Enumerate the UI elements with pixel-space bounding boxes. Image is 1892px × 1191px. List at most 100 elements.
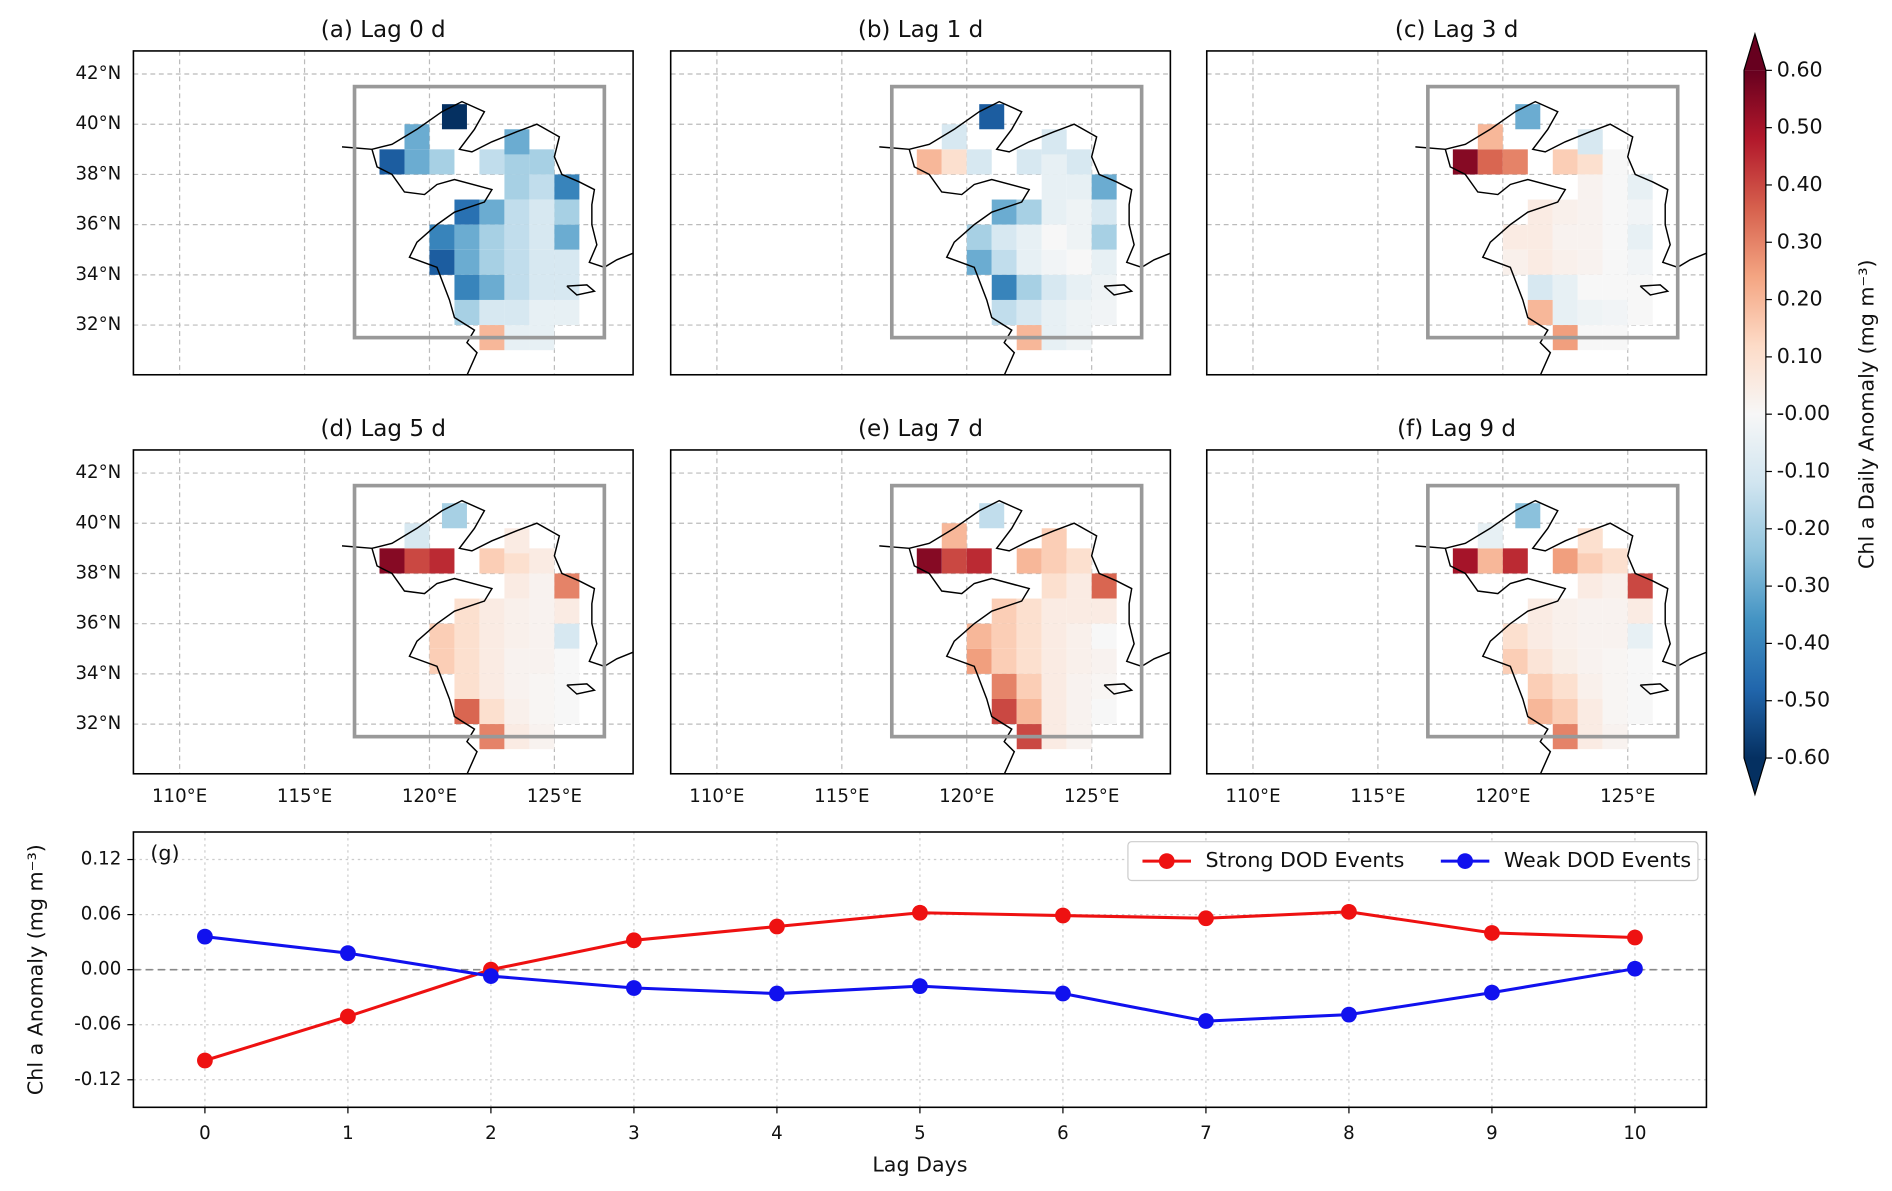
series-point <box>197 1052 213 1069</box>
y-tick-label: -0.06 <box>74 1014 121 1035</box>
anomaly-cell <box>991 299 1017 326</box>
anomaly-cell <box>529 673 555 699</box>
anomaly-cell <box>454 274 480 300</box>
anomaly-cell <box>1577 249 1603 275</box>
series-point <box>1627 960 1643 977</box>
anomaly-cell <box>1041 648 1067 674</box>
panel-title: (b) Lag 1 d <box>858 17 983 43</box>
anomaly-cell <box>966 548 992 574</box>
legend-box <box>1127 841 1699 882</box>
anomaly-cell <box>1041 274 1067 300</box>
anomaly-cell <box>1627 224 1653 250</box>
anomaly-cell <box>1066 698 1092 725</box>
panel-title: (e) Lag 7 d <box>858 416 983 442</box>
panel-label: (g) <box>150 841 179 865</box>
lon-tick-label: 120°E <box>939 786 994 807</box>
region-box <box>352 483 607 739</box>
anomaly-cell <box>991 224 1017 250</box>
anomaly-cell <box>1577 648 1603 674</box>
anomaly-cell <box>1552 299 1578 326</box>
region-box <box>889 84 1144 340</box>
anomaly-cell <box>1066 548 1092 574</box>
series-point <box>1627 929 1643 946</box>
anomaly-cell <box>504 224 530 250</box>
anomaly-cell <box>1527 224 1553 250</box>
anomaly-cell <box>1527 623 1553 649</box>
anomaly-cell <box>1016 224 1042 250</box>
anomaly-cell <box>529 648 555 674</box>
anomaly-cell <box>1016 673 1042 699</box>
region-box <box>889 483 1144 739</box>
anomaly-cell <box>504 698 530 725</box>
anomaly-cell <box>1527 698 1553 725</box>
anomaly-cell <box>991 698 1017 725</box>
anomaly-cell <box>404 149 430 175</box>
anomaly-cell <box>479 548 505 574</box>
panel-title: (d) Lag 5 d <box>321 416 446 442</box>
anomaly-cell <box>1577 673 1603 699</box>
anomaly-cell <box>554 648 580 674</box>
anomaly-cell <box>1552 673 1578 699</box>
x-tick-label: 8 <box>1343 1123 1355 1144</box>
series-point <box>769 985 785 1002</box>
anomaly-cell <box>454 673 480 699</box>
anomaly-cell <box>1091 224 1117 250</box>
anomaly-cell <box>1527 598 1553 624</box>
anomaly-cell <box>1627 174 1653 200</box>
anomaly-cell <box>504 129 530 155</box>
anomaly-cell <box>504 573 530 599</box>
y-tick-label: -0.12 <box>74 1069 121 1090</box>
anomaly-cell <box>479 698 505 725</box>
series-point <box>340 1008 356 1025</box>
anomaly-cell <box>1066 249 1092 275</box>
anomaly-cell <box>404 124 430 150</box>
anomaly-cell <box>554 623 580 649</box>
anomaly-cell <box>554 573 580 599</box>
anomaly-cell <box>1627 249 1653 275</box>
anomaly-cell <box>1016 548 1042 574</box>
anomaly-cell <box>554 249 580 275</box>
anomaly-cell <box>1502 149 1528 175</box>
anomaly-cell <box>504 299 530 326</box>
anomaly-cell <box>404 548 430 574</box>
colorbar-tick-label: 0.10 <box>1777 344 1823 368</box>
anomaly-cell <box>1016 249 1042 275</box>
anomaly-cell <box>1627 673 1653 699</box>
anomaly-cell <box>479 648 505 674</box>
coastline <box>908 149 1031 375</box>
anomaly-cell <box>966 249 992 275</box>
anomaly-cell <box>1552 623 1578 649</box>
anomaly-cell <box>1577 199 1603 225</box>
anomaly-cell <box>1552 648 1578 674</box>
anomaly-cell <box>1477 149 1503 175</box>
series-point <box>1484 925 1500 941</box>
region-box <box>1426 483 1680 739</box>
anomaly-cell <box>554 199 580 225</box>
y-tick-label: 0.06 <box>81 904 122 925</box>
legend-marker <box>1457 853 1473 869</box>
anomaly-cell <box>1627 299 1653 326</box>
lat-tick-label: 40°N <box>75 113 121 134</box>
series-point <box>912 904 928 921</box>
anomaly-cell <box>941 523 967 549</box>
anomaly-cell <box>1066 673 1092 699</box>
anomaly-cell <box>1066 573 1092 599</box>
anomaly-cell <box>1515 104 1541 130</box>
anomaly-cell <box>1527 673 1553 699</box>
anomaly-cell <box>429 623 455 649</box>
anomaly-cell <box>991 249 1017 275</box>
anomaly-cell <box>1091 623 1117 649</box>
lon-tick-label: 120°E <box>402 786 457 807</box>
anomaly-cell <box>1041 129 1067 155</box>
anomaly-cell <box>1627 274 1653 300</box>
colorbar-tick-label: -0.50 <box>1777 688 1830 712</box>
colorbar-tick-label: 0.20 <box>1777 287 1823 311</box>
anomaly-cell <box>1577 174 1603 200</box>
coastline <box>908 548 1031 774</box>
coastline <box>341 100 634 269</box>
anomaly-cell <box>479 149 505 175</box>
anomaly-cell <box>1066 648 1092 674</box>
anomaly-cell <box>529 149 555 175</box>
series-point <box>626 980 642 996</box>
anomaly-cell <box>1527 199 1553 225</box>
